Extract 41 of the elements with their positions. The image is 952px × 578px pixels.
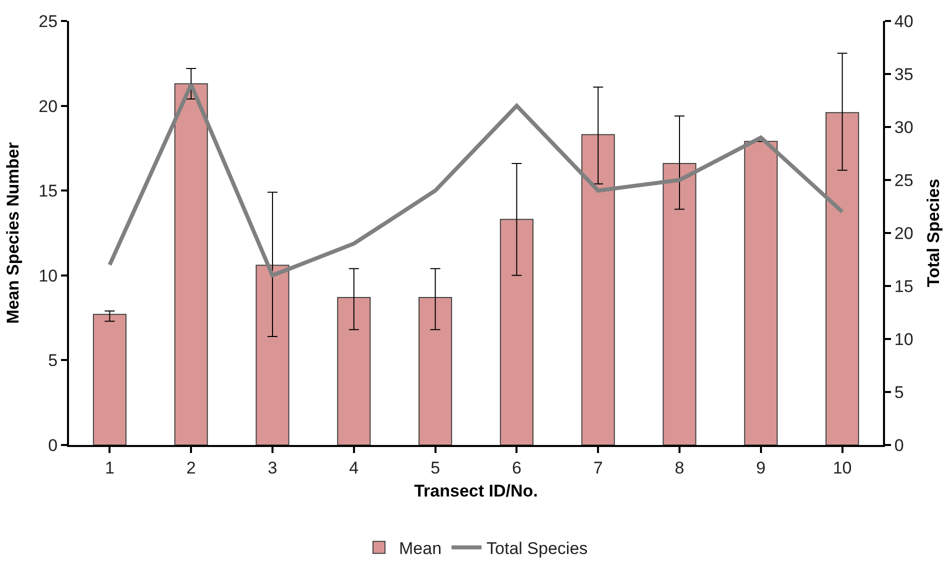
y2-tick-label: 15: [894, 276, 914, 296]
y-axis-title: Mean Species Number: [4, 142, 23, 324]
y2-tick-label: 5: [894, 382, 904, 402]
legend-label: Total Species: [486, 538, 588, 558]
x-tick-label: 10: [832, 458, 852, 478]
x-tick-label: 1: [104, 458, 114, 478]
bar: [744, 140, 778, 445]
y2-tick-label: 0: [894, 436, 904, 455]
x-tick-label: 2: [186, 458, 196, 478]
bar: [581, 134, 615, 445]
bar: [662, 162, 696, 445]
bar: [256, 264, 290, 445]
bar: [92, 314, 126, 445]
x-tick-label: 4: [349, 458, 359, 478]
y2-tick-label: 30: [894, 118, 914, 137]
y2-tick-label: 25: [894, 170, 914, 190]
x-tick-label: 5: [430, 458, 440, 478]
bar: [418, 296, 452, 445]
x-tick-label: 6: [512, 458, 522, 478]
line-series: [108, 82, 844, 278]
y-tick-label: 25: [38, 12, 58, 31]
y-tick-label: 0: [48, 436, 58, 455]
x-tick-label: 9: [756, 458, 766, 478]
bar: [337, 296, 371, 445]
y-tick-label: 5: [48, 351, 58, 370]
y-tick-label: 15: [38, 182, 58, 201]
y2-tick-label: 20: [894, 224, 914, 243]
y-tick-label: 20: [38, 96, 58, 116]
x-tick-label: 7: [593, 458, 603, 478]
x-tick-label: 8: [674, 458, 684, 478]
legend-label: Mean: [399, 538, 442, 558]
y-tick-label: 10: [38, 266, 58, 286]
bar: [174, 83, 208, 445]
y2-tick-label: 35: [894, 64, 914, 84]
bar: [826, 112, 860, 445]
y2-tick-label: 40: [894, 12, 914, 31]
x-tick-label: 3: [268, 458, 278, 478]
y2-axis-title: Total Species: [924, 178, 944, 288]
y2-tick-label: 10: [894, 330, 914, 349]
x-axis-title: Transect ID/No.: [414, 481, 538, 500]
bar: [500, 218, 534, 445]
